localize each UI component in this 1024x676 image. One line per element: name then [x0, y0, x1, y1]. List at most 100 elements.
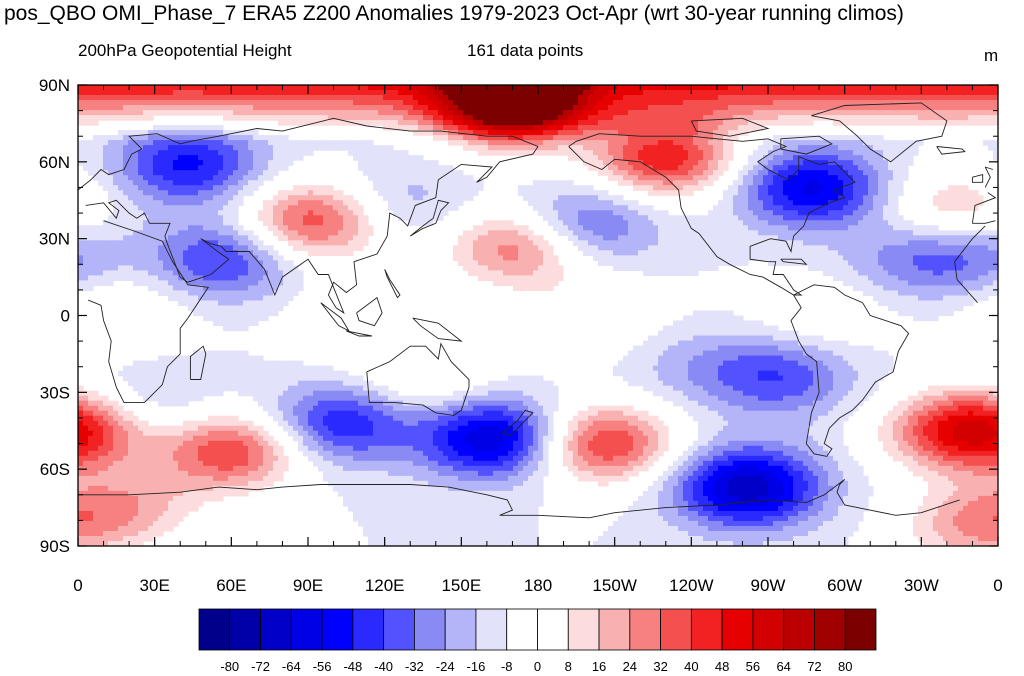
field-cell — [778, 220, 784, 226]
field-cell — [253, 90, 259, 96]
field-cell — [498, 235, 504, 241]
field-cell — [338, 190, 344, 196]
field-cell — [528, 95, 534, 101]
field-cell — [373, 160, 379, 166]
field-cell — [633, 235, 639, 241]
field-cell — [118, 155, 124, 161]
field-cell — [808, 185, 814, 191]
field-cell — [168, 225, 174, 231]
field-cell — [218, 245, 224, 251]
field-cell — [198, 240, 204, 246]
field-cell — [963, 115, 969, 121]
field-cell — [313, 110, 319, 116]
field-cell — [78, 230, 84, 236]
field-cell — [878, 120, 884, 126]
field-cell — [983, 90, 989, 96]
field-cell — [558, 190, 564, 196]
field-cell — [813, 90, 819, 96]
field-cell — [243, 185, 249, 191]
field-cell — [858, 190, 864, 196]
field-cell — [788, 195, 794, 201]
field-cell — [283, 230, 289, 236]
field-cell — [713, 115, 719, 121]
field-cell — [728, 95, 734, 101]
field-cell — [148, 250, 154, 256]
field-cell — [143, 220, 149, 226]
field-cell — [323, 250, 329, 256]
field-cell — [848, 140, 854, 146]
field-cell — [638, 150, 644, 156]
field-cell — [593, 130, 599, 136]
field-cell — [888, 85, 894, 91]
field-cell — [748, 190, 754, 196]
field-cell — [753, 215, 759, 221]
field-cell — [718, 95, 724, 101]
field-cell — [723, 205, 729, 211]
field-cell — [893, 100, 899, 106]
field-cell — [578, 240, 584, 246]
field-cell — [233, 205, 239, 211]
field-cell — [143, 205, 149, 211]
field-cell — [128, 145, 134, 151]
field-cell — [413, 220, 419, 226]
field-cell — [333, 120, 339, 126]
field-cell — [648, 240, 654, 246]
field-cell — [623, 85, 629, 91]
field-cell — [748, 205, 754, 211]
field-cell — [653, 180, 659, 186]
field-cell — [93, 260, 99, 266]
field-cell — [548, 150, 554, 156]
field-cell — [143, 140, 149, 146]
field-cell — [693, 140, 699, 146]
field-cell — [418, 185, 424, 191]
field-cell — [978, 255, 984, 261]
field-cell — [453, 110, 459, 116]
field-cell — [193, 230, 199, 236]
field-cell — [428, 110, 434, 116]
field-cell — [423, 160, 429, 166]
field-cell — [853, 140, 859, 146]
field-cell — [798, 85, 804, 91]
field-cell — [863, 220, 869, 226]
field-cell — [678, 115, 684, 121]
field-cell — [743, 255, 749, 261]
field-cell — [623, 240, 629, 246]
field-cell — [843, 105, 849, 111]
field-cell — [343, 215, 349, 221]
field-cell — [973, 95, 979, 101]
field-cell — [883, 90, 889, 96]
field-cell — [938, 85, 944, 91]
field-cell — [708, 255, 714, 261]
field-cell — [643, 215, 649, 221]
field-cell — [898, 95, 904, 101]
field-cell — [318, 110, 324, 116]
field-cell — [143, 150, 149, 156]
field-cell — [788, 215, 794, 221]
field-cell — [533, 115, 539, 121]
field-cell — [493, 85, 499, 91]
field-cell — [233, 95, 239, 101]
field-cell — [508, 95, 514, 101]
field-cell — [473, 240, 479, 246]
field-cell — [338, 105, 344, 111]
field-cell — [103, 165, 109, 171]
field-cell — [143, 250, 149, 256]
field-cell — [248, 140, 254, 146]
field-cell — [408, 90, 414, 96]
field-cell — [803, 165, 809, 171]
field-cell — [968, 110, 974, 116]
field-cell — [558, 135, 564, 141]
field-cell — [923, 225, 929, 231]
field-cell — [728, 90, 734, 96]
field-cell — [313, 195, 319, 201]
field-cell — [398, 170, 404, 176]
field-cell — [158, 95, 164, 101]
field-cell — [528, 120, 534, 126]
field-cell — [908, 250, 914, 256]
field-cell — [558, 225, 564, 231]
field-cell — [798, 105, 804, 111]
field-cell — [643, 205, 649, 211]
field-cell — [598, 135, 604, 141]
field-cell — [598, 110, 604, 116]
field-cell — [878, 110, 884, 116]
